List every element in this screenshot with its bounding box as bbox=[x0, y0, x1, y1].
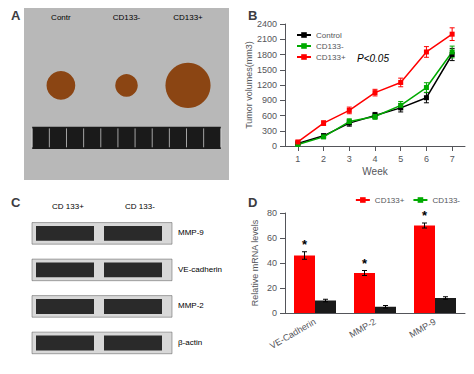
svg-text:A: A bbox=[11, 8, 21, 23]
svg-text:3: 3 bbox=[347, 154, 352, 164]
svg-text:CD133-: CD133- bbox=[113, 13, 141, 22]
svg-text:MMP-2: MMP-2 bbox=[347, 317, 377, 340]
svg-text:0: 0 bbox=[272, 308, 277, 318]
svg-text:300: 300 bbox=[262, 126, 277, 136]
svg-text:Control: Control bbox=[316, 31, 342, 40]
svg-text:600: 600 bbox=[262, 111, 277, 121]
svg-text:Week: Week bbox=[362, 166, 388, 177]
svg-text:MMP-2: MMP-2 bbox=[178, 301, 204, 310]
svg-text:7: 7 bbox=[450, 154, 455, 164]
svg-text:*: * bbox=[422, 208, 428, 223]
svg-text:CD133+: CD133+ bbox=[316, 53, 346, 62]
svg-text:*: * bbox=[362, 256, 368, 271]
svg-text:20: 20 bbox=[267, 283, 277, 293]
svg-text:VE-cadherin: VE-cadherin bbox=[178, 265, 222, 274]
svg-text:CD133+: CD133+ bbox=[173, 13, 203, 22]
svg-text:0: 0 bbox=[272, 141, 277, 151]
svg-text:900: 900 bbox=[262, 95, 277, 105]
svg-text:2100: 2100 bbox=[257, 34, 277, 44]
svg-text:CD133-: CD133- bbox=[432, 196, 460, 205]
svg-text:P<0.05: P<0.05 bbox=[357, 53, 389, 64]
svg-text:4: 4 bbox=[372, 154, 377, 164]
svg-text:*: * bbox=[302, 237, 308, 252]
svg-text:1800: 1800 bbox=[257, 50, 277, 60]
svg-text:Relative mRNA levels: Relative mRNA levels bbox=[250, 219, 260, 306]
svg-text:C: C bbox=[11, 195, 21, 210]
svg-text:CD133-: CD133- bbox=[316, 42, 344, 51]
svg-text:2: 2 bbox=[321, 154, 326, 164]
svg-text:VE-Cadherin: VE-Cadherin bbox=[268, 317, 318, 351]
svg-text:1200: 1200 bbox=[257, 80, 277, 90]
svg-text:2400: 2400 bbox=[257, 19, 277, 29]
svg-text:CD133+: CD133+ bbox=[375, 196, 405, 205]
svg-text:1: 1 bbox=[295, 154, 300, 164]
svg-text:60: 60 bbox=[267, 233, 277, 243]
svg-text:D: D bbox=[248, 195, 257, 210]
svg-text:β-actin: β-actin bbox=[178, 338, 202, 347]
svg-text:MMP-9: MMP-9 bbox=[407, 317, 437, 340]
svg-text:1500: 1500 bbox=[257, 65, 277, 75]
svg-text:MMP-9: MMP-9 bbox=[178, 228, 204, 237]
svg-text:Contr: Contr bbox=[51, 13, 71, 22]
svg-text:CD 133-: CD 133- bbox=[125, 202, 155, 211]
svg-text:80: 80 bbox=[267, 208, 277, 218]
svg-text:40: 40 bbox=[267, 258, 277, 268]
svg-text:5: 5 bbox=[398, 154, 403, 164]
svg-text:CD 133+: CD 133+ bbox=[52, 202, 84, 211]
svg-text:6: 6 bbox=[424, 154, 429, 164]
svg-text:Tumor volumes(mm3): Tumor volumes(mm3) bbox=[244, 41, 254, 129]
svg-text:B: B bbox=[248, 8, 257, 23]
